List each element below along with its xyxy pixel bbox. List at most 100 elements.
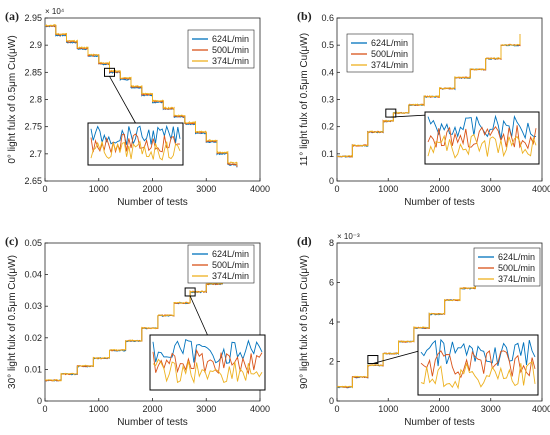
x-tick-label: 0 (42, 404, 47, 414)
panel-label: (c) (5, 234, 18, 248)
inset-series-line-1 (90, 124, 181, 146)
legend-label: 624L/min (371, 38, 408, 48)
x-tick-label: 3000 (196, 184, 216, 194)
x-tick-label: 4000 (250, 404, 270, 414)
x-tick-label: 4000 (532, 184, 550, 194)
legend-label: 624L/min (498, 252, 535, 262)
x-tick-label: 2000 (142, 404, 162, 414)
panel-label: (b) (297, 9, 312, 23)
panel-1: 0 1000 2000 3000 4000 2.65 2.7 2.75 2.8 2.85 2.9 2.… (5, 7, 270, 208)
x-axis-label: Number of tests (404, 197, 475, 208)
x-tick-label: 0 (42, 184, 47, 194)
legend-frame (187, 29, 255, 69)
x-tick-label: 2000 (142, 184, 162, 194)
inset-series-line-3 (427, 133, 537, 159)
y-axis-label: 30° light fulx of 0.5μm Cu(μW) (7, 255, 18, 389)
y-tick-label: 8 (329, 238, 334, 248)
y-tick-label: 0.01 (24, 364, 42, 374)
x-tick-label: 4000 (250, 184, 270, 194)
y-tick-label: 0.3 (321, 95, 334, 105)
y-tick-label: 0.5 (321, 40, 334, 50)
y-tick-label: 2 (329, 357, 334, 367)
y-tick-label: 2.75 (24, 122, 42, 132)
inset-series-line-3 (90, 140, 181, 161)
inset-frame (424, 111, 540, 165)
panel-label: (a) (5, 9, 19, 23)
y-tick-label: 2.95 (24, 13, 42, 23)
x-tick-label: 0 (334, 184, 339, 194)
legend-label: 500L/min (371, 49, 408, 59)
y-tick-label: 0.02 (24, 333, 42, 343)
x-tick-label: 4000 (532, 404, 550, 414)
x-tick-label: 2000 (429, 184, 449, 194)
y-tick-label: 2.85 (24, 67, 42, 77)
zoom-connector (109, 76, 136, 124)
inset-series-line-2 (427, 125, 537, 150)
y-tick-label: 6 (329, 278, 334, 288)
x-tick-label: 1000 (378, 184, 398, 194)
legend-frame (473, 247, 541, 287)
x-tick-label: 3000 (481, 404, 501, 414)
panel-2: 0 1000 2000 3000 4000 0 0.1 0.2 0.3 0.4 0.5 0.6 Numb… (297, 9, 550, 208)
inset-series-line-3 (420, 361, 536, 390)
legend-label: 374L/min (212, 271, 249, 281)
y-axis-label: 0° light fulx of 0.5μm Cu(μW) (7, 35, 18, 163)
inset-series-line-2 (90, 133, 181, 154)
y-tick-label: 0 (37, 396, 42, 406)
y-tick-label: 2.7 (29, 149, 42, 159)
inset-series-line-2 (420, 350, 536, 379)
legend-label: 374L/min (498, 274, 535, 284)
legend-label: 500L/min (212, 260, 249, 270)
y-axis-label: 90° light fulx of 0.5μm Cu(μW) (299, 255, 310, 389)
x-axis-label: Number of tests (404, 417, 475, 428)
x-tick-label: 1000 (89, 184, 109, 194)
legend-label: 374L/min (212, 56, 249, 66)
x-axis-label: Number of tests (117, 417, 188, 428)
legend-label: 500L/min (498, 263, 535, 273)
x-tick-label: 3000 (196, 404, 216, 414)
axis-exponent: × 10⁻³ (337, 232, 360, 241)
y-tick-label: 2.8 (29, 95, 42, 105)
y-tick-label: 2.65 (24, 176, 42, 186)
x-tick-label: 1000 (378, 404, 398, 414)
y-tick-label: 0.2 (321, 122, 334, 132)
series-line-3 (44, 271, 245, 382)
y-tick-label: 0.05 (24, 238, 42, 248)
series-line-3 (336, 34, 521, 158)
inset-series-line-3 (152, 358, 263, 385)
y-tick-label: 4 (329, 317, 334, 327)
series-line-2 (44, 24, 238, 167)
y-tick-label: 0 (329, 396, 334, 406)
x-axis-label: Number of tests (117, 197, 188, 208)
y-tick-label: 0.04 (24, 270, 42, 280)
x-tick-label: 2000 (429, 404, 449, 414)
legend-label: 624L/min (212, 249, 249, 259)
x-tick-label: 0 (334, 404, 339, 414)
panel-4: 0 1000 2000 3000 4000 0 2 4 6 8× 10⁻³ Number of te… (297, 232, 550, 428)
legend-frame (346, 33, 414, 73)
panel-3: 0 1000 2000 3000 4000 0 0.01 0.02 0.03 0.04 0.05 Nu… (5, 234, 270, 428)
x-tick-label: 3000 (481, 184, 501, 194)
inset-series-line-2 (152, 348, 263, 375)
y-tick-label: 0.03 (24, 301, 42, 311)
series-line-3 (44, 24, 238, 166)
legend-label: 500L/min (212, 45, 249, 55)
y-tick-label: 0 (329, 176, 334, 186)
y-axis-label: 11° light fulx of 0.5μm Cu(μW) (299, 33, 310, 166)
zoom-connector (189, 295, 208, 336)
axis-exponent: × 10⁴ (45, 7, 65, 16)
panel-label: (d) (297, 234, 312, 248)
x-tick-label: 1000 (89, 404, 109, 414)
legend-label: 374L/min (371, 60, 408, 70)
y-tick-label: 0.1 (321, 149, 334, 159)
inset-series-line-1 (420, 338, 536, 367)
legend-label: 624L/min (212, 34, 249, 44)
legend-frame (187, 244, 255, 284)
y-tick-label: 0.4 (321, 67, 334, 77)
y-tick-label: 0.6 (321, 13, 334, 23)
